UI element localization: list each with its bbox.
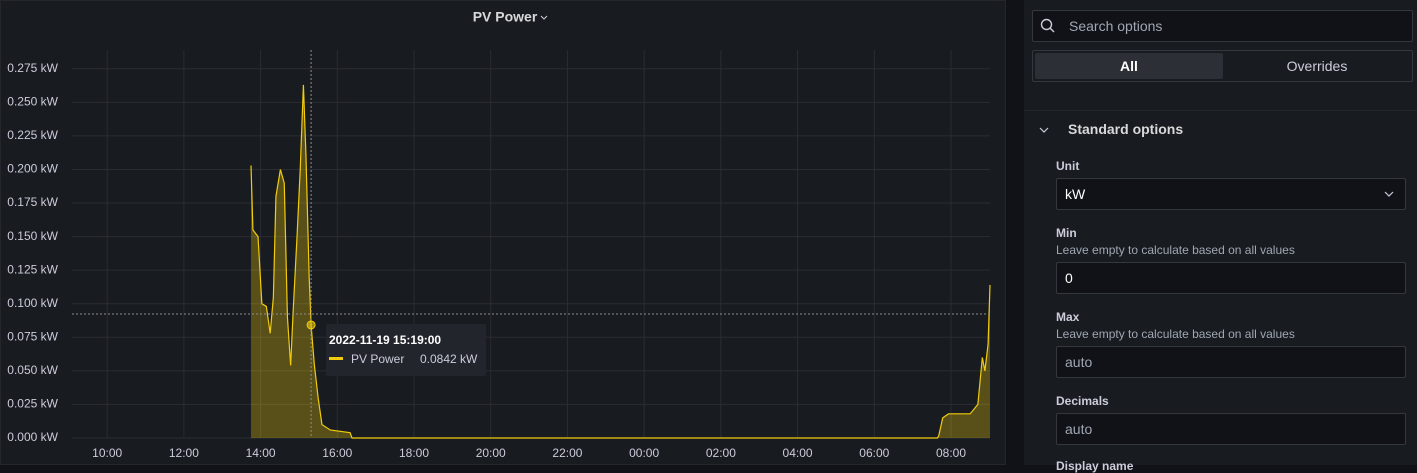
- x-tick-label: 16:00: [322, 446, 352, 460]
- y-tick-label: 0.150 kW: [7, 229, 58, 243]
- options-pane: Search options All Overrides Standard op…: [1024, 0, 1417, 473]
- field-label: Display name: [1056, 459, 1134, 473]
- area: [250, 84, 991, 438]
- tooltip: 2022-11-19 15:19:00 PV Power 0.0842 kW: [326, 324, 486, 376]
- section-chevron: [1039, 127, 1049, 133]
- y-tick-label: 0.000 kW: [7, 430, 58, 444]
- tooltip-point: [306, 320, 316, 330]
- decimals-input[interactable]: auto: [1056, 413, 1406, 445]
- select-chevron: [1384, 191, 1394, 197]
- chart: PV Power 0.000 kW 0.025 kW 0.050 kW 0.075 k…: [7, 9, 991, 460]
- x-tick-label: 12:00: [169, 446, 199, 460]
- y-tick-label: 0.075 kW: [7, 329, 58, 343]
- tab-bar: [1032, 50, 1413, 82]
- y-tick-label: 0.125 kW: [7, 262, 58, 276]
- chart-title[interactable]: PV Power: [473, 9, 538, 25]
- x-tick-label: 04:00: [783, 446, 813, 460]
- y-tick-label: 0.225 kW: [7, 128, 58, 142]
- tab[interactable]: Overrides: [1286, 58, 1348, 74]
- divider: [1024, 110, 1417, 111]
- y-tick-label: 0.100 kW: [7, 296, 58, 310]
- x-tick-label: 18:00: [399, 446, 429, 460]
- search-icon: [1040, 18, 1055, 33]
- y-tick-label: 0.250 kW: [7, 95, 58, 109]
- x-tick-label: 20:00: [476, 446, 506, 460]
- tooltip-swatch: [329, 357, 343, 360]
- tooltip-series: PV Power: [351, 352, 405, 366]
- chart-panel: [0, 0, 1006, 465]
- field-label: Unit: [1056, 159, 1080, 173]
- y-tick-label: 0.200 kW: [7, 162, 58, 176]
- field-label: Decimals: [1056, 394, 1109, 408]
- line: [250, 84, 991, 439]
- field-description: Leave empty to calculate based on all va…: [1056, 243, 1295, 257]
- x-tick-label: 14:00: [246, 446, 276, 460]
- x-tick-label: 06:00: [859, 446, 889, 460]
- y-tick-label: 0.050 kW: [7, 363, 58, 377]
- x-tick-label: 02:00: [706, 446, 736, 460]
- tooltip-value: 0.0842 kW: [420, 352, 478, 366]
- unit-select[interactable]: kW: [1056, 178, 1406, 210]
- section-title[interactable]: Standard options: [1068, 121, 1184, 137]
- min-input[interactable]: 0: [1056, 262, 1406, 294]
- y-tick-label: 0.175 kW: [7, 195, 58, 209]
- x-tick-label: 22:00: [552, 446, 582, 460]
- search-input[interactable]: Search options: [1032, 10, 1413, 42]
- field-label: Min: [1056, 226, 1077, 240]
- y-tick-label: 0.275 kW: [7, 61, 58, 75]
- x-tick-label: 10:00: [92, 446, 122, 460]
- tooltip-time: 2022-11-19 15:19:00: [329, 333, 442, 347]
- x-tick-label: 08:00: [936, 446, 966, 460]
- tab[interactable]: All: [1035, 53, 1223, 79]
- title-chevron: [540, 15, 548, 20]
- max-input[interactable]: auto: [1056, 346, 1406, 378]
- field-label: Max: [1056, 310, 1080, 324]
- y-tick-label: 0.025 kW: [7, 397, 58, 411]
- x-tick-label: 00:00: [629, 446, 659, 460]
- field-description: Leave empty to calculate based on all va…: [1056, 327, 1295, 341]
